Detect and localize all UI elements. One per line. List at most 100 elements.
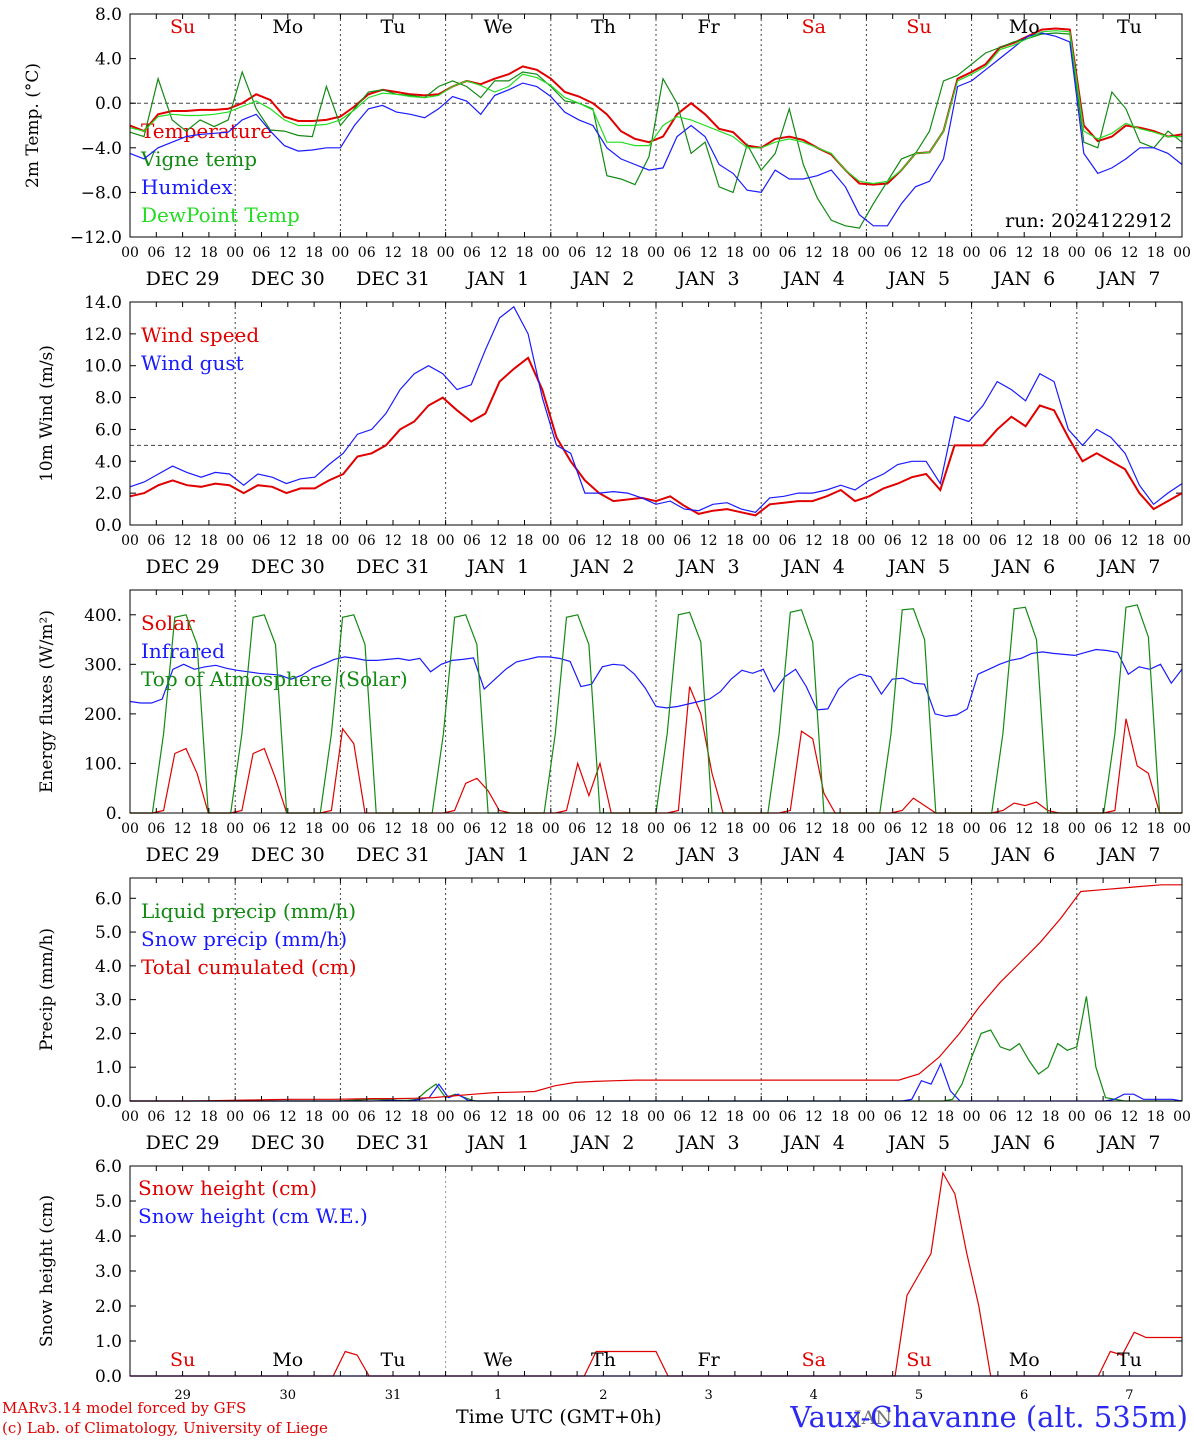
- legend-snow-precip-mm-h: Snow precip (mm/h): [141, 927, 347, 951]
- x-hour-label: 00: [331, 821, 349, 837]
- weekday-label: Mo: [1009, 16, 1040, 38]
- x-hour-label: 06: [673, 245, 691, 261]
- x-date-label: DEC 31: [356, 268, 430, 290]
- x-hour-label: 00: [331, 533, 349, 549]
- x-hour-label: 06: [147, 1109, 165, 1125]
- y-tick-label: −8.0: [81, 183, 122, 203]
- y-tick-label: 4.0: [95, 1227, 122, 1247]
- x-date-label: JAN 3: [676, 268, 740, 290]
- y-tick-label: 2.0: [95, 1297, 122, 1317]
- y-tick-label: 3.0: [95, 1262, 122, 1282]
- y-tick-label: 10.0: [84, 357, 122, 377]
- series-line-wind-gust: [129, 305, 1183, 513]
- x-hour-label: 18: [516, 533, 534, 549]
- x-hour-label: 00: [857, 821, 875, 837]
- panel-2: 14.0 12.0 10.0 8.0 6.0 4.0 2.0 0.0 10m Wind (m/s…: [37, 293, 1191, 578]
- x-hour-label: 00: [1068, 533, 1086, 549]
- y-tick-label: 0.0: [95, 94, 122, 114]
- x-hour-label: 00: [121, 533, 139, 549]
- y-axis-label: Precip (mm/h): [37, 928, 57, 1051]
- y-axis-label: Energy fluxes (W/m²): [37, 610, 57, 793]
- y-tick-label: 100.: [84, 754, 122, 774]
- x-hour-label: 06: [358, 533, 376, 549]
- weekday-label: Tu: [1117, 1349, 1142, 1371]
- x-hour-label: 00: [226, 245, 244, 261]
- x-date-label: JAN 2: [570, 1132, 634, 1154]
- x-hour-label: 12: [489, 245, 507, 261]
- x-hour-label: 00: [752, 245, 770, 261]
- x-hour-label: 18: [410, 1109, 428, 1125]
- y-tick-label: 8.0: [95, 5, 122, 25]
- legend-total-cumulated-cm: Total cumulated (cm): [141, 955, 357, 979]
- x-hour-label: 06: [884, 1109, 902, 1125]
- x-day-number: 4: [810, 1388, 818, 1403]
- y-tick-label: 14.0: [84, 293, 122, 313]
- x-date-label: JAN 3: [676, 1132, 740, 1154]
- x-hour-label: 12: [805, 533, 823, 549]
- x-date-label: JAN 7: [1096, 1132, 1160, 1154]
- x-date-label: JAN 1: [465, 844, 529, 866]
- x-hour-label: 00: [331, 1109, 349, 1125]
- panel-3: 400. 300. 200. 100. 0. Energy fluxes (W/m²) So…: [37, 589, 1191, 866]
- x-extra-label: JAN: [852, 1407, 892, 1429]
- x-hour-label: 12: [910, 1109, 928, 1125]
- x-date-label: JAN 4: [781, 1132, 845, 1154]
- x-hour-label: 12: [1120, 245, 1138, 261]
- x-hour-label: 12: [805, 245, 823, 261]
- x-hour-label: 06: [989, 821, 1007, 837]
- x-hour-label: 06: [673, 821, 691, 837]
- x-hour-label: 00: [121, 821, 139, 837]
- y-tick-label: 0.: [106, 804, 122, 824]
- x-hour-label: 00: [963, 821, 981, 837]
- y-tick-label: 0.0: [95, 1092, 122, 1112]
- weekday-label: Mo: [272, 16, 303, 38]
- x-hour-label: 00: [857, 533, 875, 549]
- x-hour-label: 12: [594, 1109, 612, 1125]
- x-date-label: JAN 1: [465, 268, 529, 290]
- x-hour-label: 18: [516, 1109, 534, 1125]
- x-day-number: 5: [915, 1388, 923, 1403]
- x-hour-label: 18: [726, 1109, 744, 1125]
- weekday-label: Fr: [697, 16, 720, 38]
- x-hour-label: 06: [358, 245, 376, 261]
- x-hour-label: 12: [805, 821, 823, 837]
- x-date-label: JAN 5: [886, 844, 950, 866]
- x-date-label: DEC 29: [146, 1132, 220, 1154]
- x-date-label: DEC 30: [251, 556, 325, 578]
- x-hour-label: 00: [437, 1109, 455, 1125]
- x-hour-label: 00: [1068, 245, 1086, 261]
- x-hour-label: 06: [253, 245, 271, 261]
- weekday-label: Mo: [1009, 1349, 1040, 1371]
- legend-dewpoint-temp: DewPoint Temp: [141, 203, 300, 227]
- y-tick-label: 5.0: [95, 923, 122, 943]
- y-tick-label: 8.0: [95, 389, 122, 409]
- x-date-label: JAN 7: [1096, 268, 1160, 290]
- x-day-number: 1: [494, 1388, 502, 1403]
- x-hour-label: 18: [936, 821, 954, 837]
- x-hour-label: 12: [279, 533, 297, 549]
- x-hour-label: 12: [384, 245, 402, 261]
- x-hour-label: 18: [516, 821, 534, 837]
- legend-infrared: Infrared: [141, 639, 225, 663]
- y-axis-label: Snow height (cm): [37, 1195, 57, 1347]
- x-date-label: JAN 5: [886, 1132, 950, 1154]
- x-hour-label: 00: [647, 821, 665, 837]
- x-hour-label: 12: [384, 533, 402, 549]
- x-hour-label: 12: [489, 1109, 507, 1125]
- x-hour-label: 18: [936, 245, 954, 261]
- x-hour-label: 18: [831, 821, 849, 837]
- x-hour-label: 12: [174, 245, 192, 261]
- x-hour-label: 18: [621, 1109, 639, 1125]
- x-day-number: 6: [1020, 1388, 1028, 1403]
- legend-liquid-precip-mm-h: Liquid precip (mm/h): [141, 899, 356, 923]
- y-axis-label: 10m Wind (m/s): [37, 345, 57, 482]
- x-hour-label: 00: [542, 245, 560, 261]
- x-hour-label: 00: [857, 1109, 875, 1125]
- x-hour-label: 18: [410, 821, 428, 837]
- x-day-number: 7: [1125, 1388, 1133, 1403]
- y-tick-label: 6.0: [95, 889, 122, 909]
- weekday-label: Sa: [802, 1349, 826, 1371]
- x-date-label: JAN 3: [676, 844, 740, 866]
- x-hour-label: 18: [726, 245, 744, 261]
